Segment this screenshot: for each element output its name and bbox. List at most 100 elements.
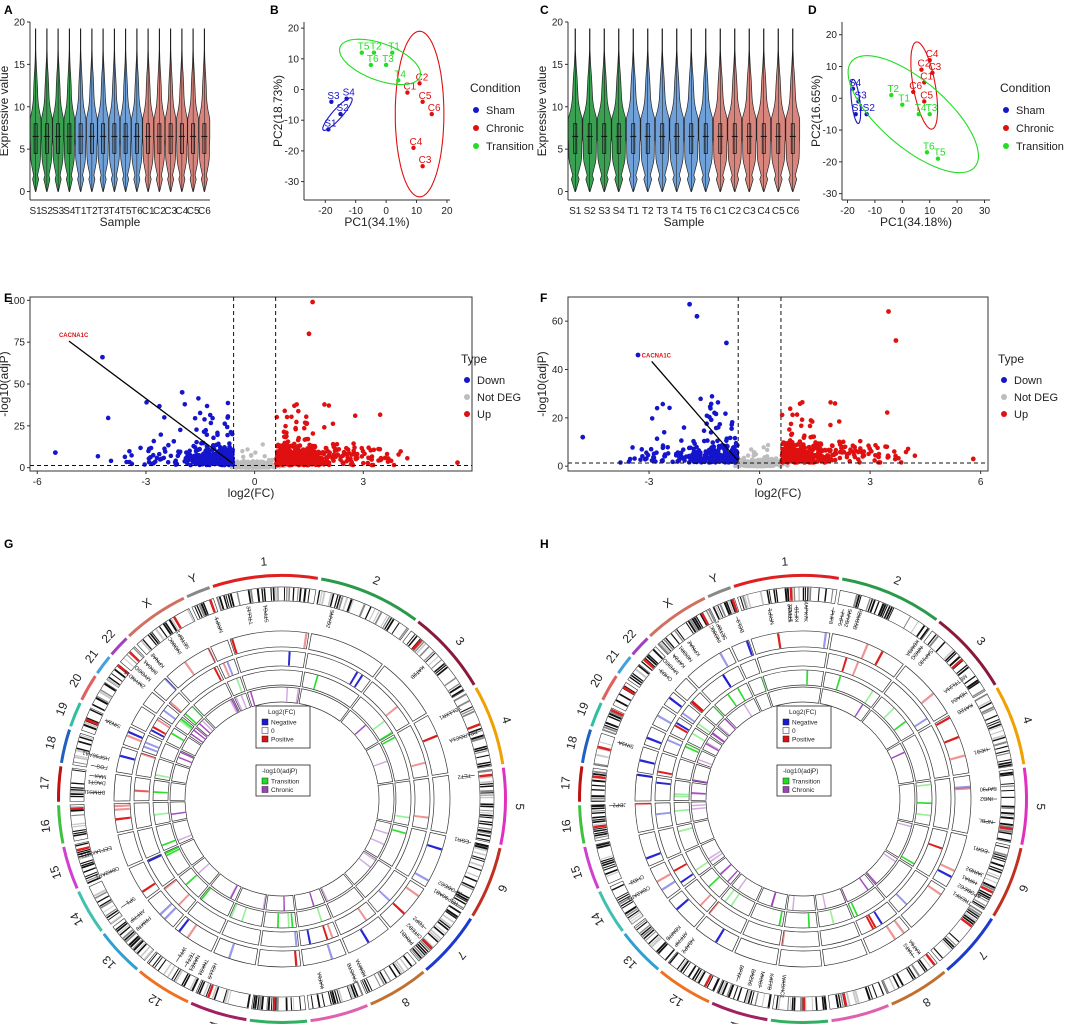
up-point (813, 440, 818, 445)
x-tick-label: 30 (979, 206, 991, 217)
up-point (899, 460, 904, 465)
down-point (618, 460, 623, 465)
legend-dot-not-deg (1001, 394, 1007, 400)
up-point (837, 439, 842, 444)
up-point (789, 422, 794, 427)
down-point (226, 449, 231, 454)
ideogram-stripe (592, 801, 605, 802)
down-point (178, 428, 183, 433)
up-point (285, 415, 290, 420)
legend-dot-down (464, 377, 470, 383)
y-tick-label: 20 (288, 24, 300, 35)
not-deg-point (765, 448, 769, 452)
legend-item: Negative (271, 720, 297, 727)
down-point (193, 445, 198, 450)
ideogram-stripe (71, 796, 84, 797)
up-point (784, 441, 789, 446)
up-point (808, 424, 813, 429)
not-deg-point (767, 457, 771, 461)
down-point (655, 406, 660, 411)
point-label: T5 (934, 148, 946, 159)
up-point (885, 410, 890, 415)
x-tick-label: 20 (441, 206, 453, 217)
up-point (812, 434, 817, 439)
y-tick-label: -10 (823, 126, 838, 137)
down-point (127, 449, 132, 454)
y-tick-label: 10 (826, 62, 838, 73)
y-tick-label: 0 (831, 94, 837, 105)
up-point (385, 452, 390, 457)
down-point (703, 454, 708, 459)
not-deg-point (749, 447, 753, 451)
up-point (810, 419, 815, 424)
up-point (314, 457, 319, 462)
up-point (347, 451, 352, 456)
up-point (851, 443, 856, 448)
up-point (795, 412, 800, 417)
y-tick-label: 15 (552, 60, 564, 71)
ideogram-stripe (286, 997, 288, 1010)
up-point (332, 452, 337, 457)
down-point (204, 448, 209, 453)
extreme-point (100, 355, 105, 360)
down-point (151, 453, 156, 458)
gene-label: MAPK7K (802, 600, 808, 623)
legend-swatch (262, 728, 268, 734)
down-point (710, 440, 715, 445)
panel-letter-b: B (270, 3, 279, 17)
down-point (193, 416, 198, 421)
legend-title: Type (461, 352, 487, 366)
up-point (306, 437, 311, 442)
up-point (284, 442, 289, 447)
point-label: T3 (926, 103, 938, 114)
legend-dot-transition (1003, 143, 1009, 149)
legend-log2fc-title: Log2(FC) (789, 709, 816, 716)
up-point (283, 424, 288, 429)
chromosome-label: 16 (559, 818, 574, 833)
x-tick-label: -6 (33, 477, 42, 488)
y-tick-label: 15 (14, 60, 26, 71)
point-label: S4 (343, 88, 356, 99)
legend-swatch (262, 787, 268, 793)
up-point (292, 443, 297, 448)
x-category-label: C2 (728, 206, 741, 217)
up-point (800, 400, 805, 405)
up-point (876, 454, 881, 459)
down-point (725, 436, 730, 441)
legend-item-down: Down (477, 375, 505, 387)
up-point (788, 406, 793, 411)
up-point (293, 426, 298, 431)
up-point (345, 455, 350, 460)
y-tick-label: -30 (285, 177, 300, 188)
x-tick-label: 3 (361, 477, 367, 488)
point-label: S2 (863, 103, 876, 114)
down-point (221, 459, 226, 464)
not-deg-point (749, 463, 753, 467)
down-point (230, 448, 235, 453)
gene-label: ING2 (980, 795, 993, 801)
up-point (833, 401, 838, 406)
panel-letter-a: A (4, 3, 13, 17)
up-point (369, 457, 374, 462)
panel-letter-f: F (540, 291, 547, 305)
up-point (351, 441, 356, 446)
x-tick-label: -20 (318, 206, 333, 217)
ideogram-stripe (803, 588, 804, 601)
up-point (302, 456, 307, 461)
down-point (187, 449, 192, 454)
not-deg-point (774, 460, 778, 464)
point-label: T1 (388, 42, 400, 53)
up-point (816, 445, 821, 450)
not-deg-point (251, 464, 255, 468)
up-point (830, 443, 835, 448)
x-category-label: C4 (757, 206, 770, 217)
down-point (660, 459, 665, 464)
up-point (365, 461, 370, 466)
down-point (163, 449, 168, 454)
y-tick-label: -30 (823, 189, 838, 200)
down-point (215, 459, 220, 464)
legend-dot-up (1001, 411, 1007, 417)
point-label: T3 (382, 54, 394, 65)
extreme-point (971, 457, 976, 462)
down-point (166, 443, 171, 448)
